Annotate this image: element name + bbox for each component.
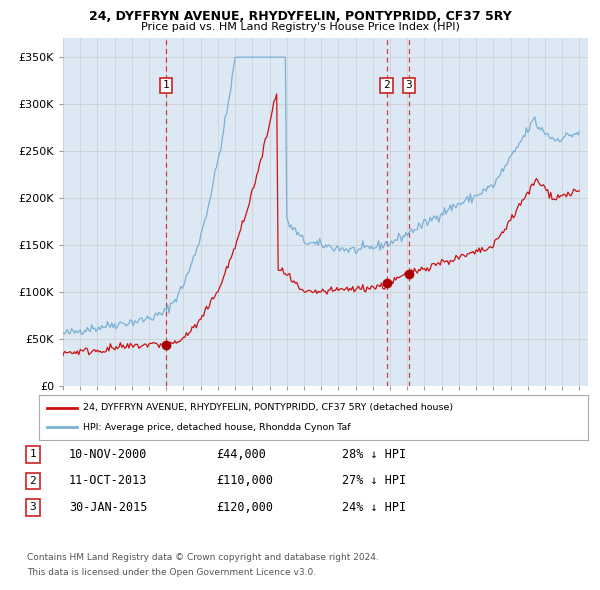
Text: 2: 2 [383,80,390,90]
Text: Price paid vs. HM Land Registry's House Price Index (HPI): Price paid vs. HM Land Registry's House … [140,22,460,32]
Text: £44,000: £44,000 [216,448,266,461]
Text: 1: 1 [29,450,37,459]
Text: 1: 1 [163,80,170,90]
Text: 24, DYFFRYN AVENUE, RHYDYFELIN, PONTYPRIDD, CF37 5RY (detached house): 24, DYFFRYN AVENUE, RHYDYFELIN, PONTYPRI… [83,403,453,412]
Text: 10-NOV-2000: 10-NOV-2000 [69,448,148,461]
Text: 3: 3 [406,80,412,90]
Text: This data is licensed under the Open Government Licence v3.0.: This data is licensed under the Open Gov… [27,568,316,577]
Text: 11-OCT-2013: 11-OCT-2013 [69,474,148,487]
Text: £110,000: £110,000 [216,474,273,487]
Text: £120,000: £120,000 [216,501,273,514]
Text: 2: 2 [29,476,37,486]
Text: 28% ↓ HPI: 28% ↓ HPI [342,448,406,461]
Text: HPI: Average price, detached house, Rhondda Cynon Taf: HPI: Average price, detached house, Rhon… [83,422,350,432]
Text: 24% ↓ HPI: 24% ↓ HPI [342,501,406,514]
Text: 30-JAN-2015: 30-JAN-2015 [69,501,148,514]
Text: Contains HM Land Registry data © Crown copyright and database right 2024.: Contains HM Land Registry data © Crown c… [27,553,379,562]
Text: 27% ↓ HPI: 27% ↓ HPI [342,474,406,487]
Text: 24, DYFFRYN AVENUE, RHYDYFELIN, PONTYPRIDD, CF37 5RY: 24, DYFFRYN AVENUE, RHYDYFELIN, PONTYPRI… [89,10,511,23]
Text: 3: 3 [29,503,37,512]
